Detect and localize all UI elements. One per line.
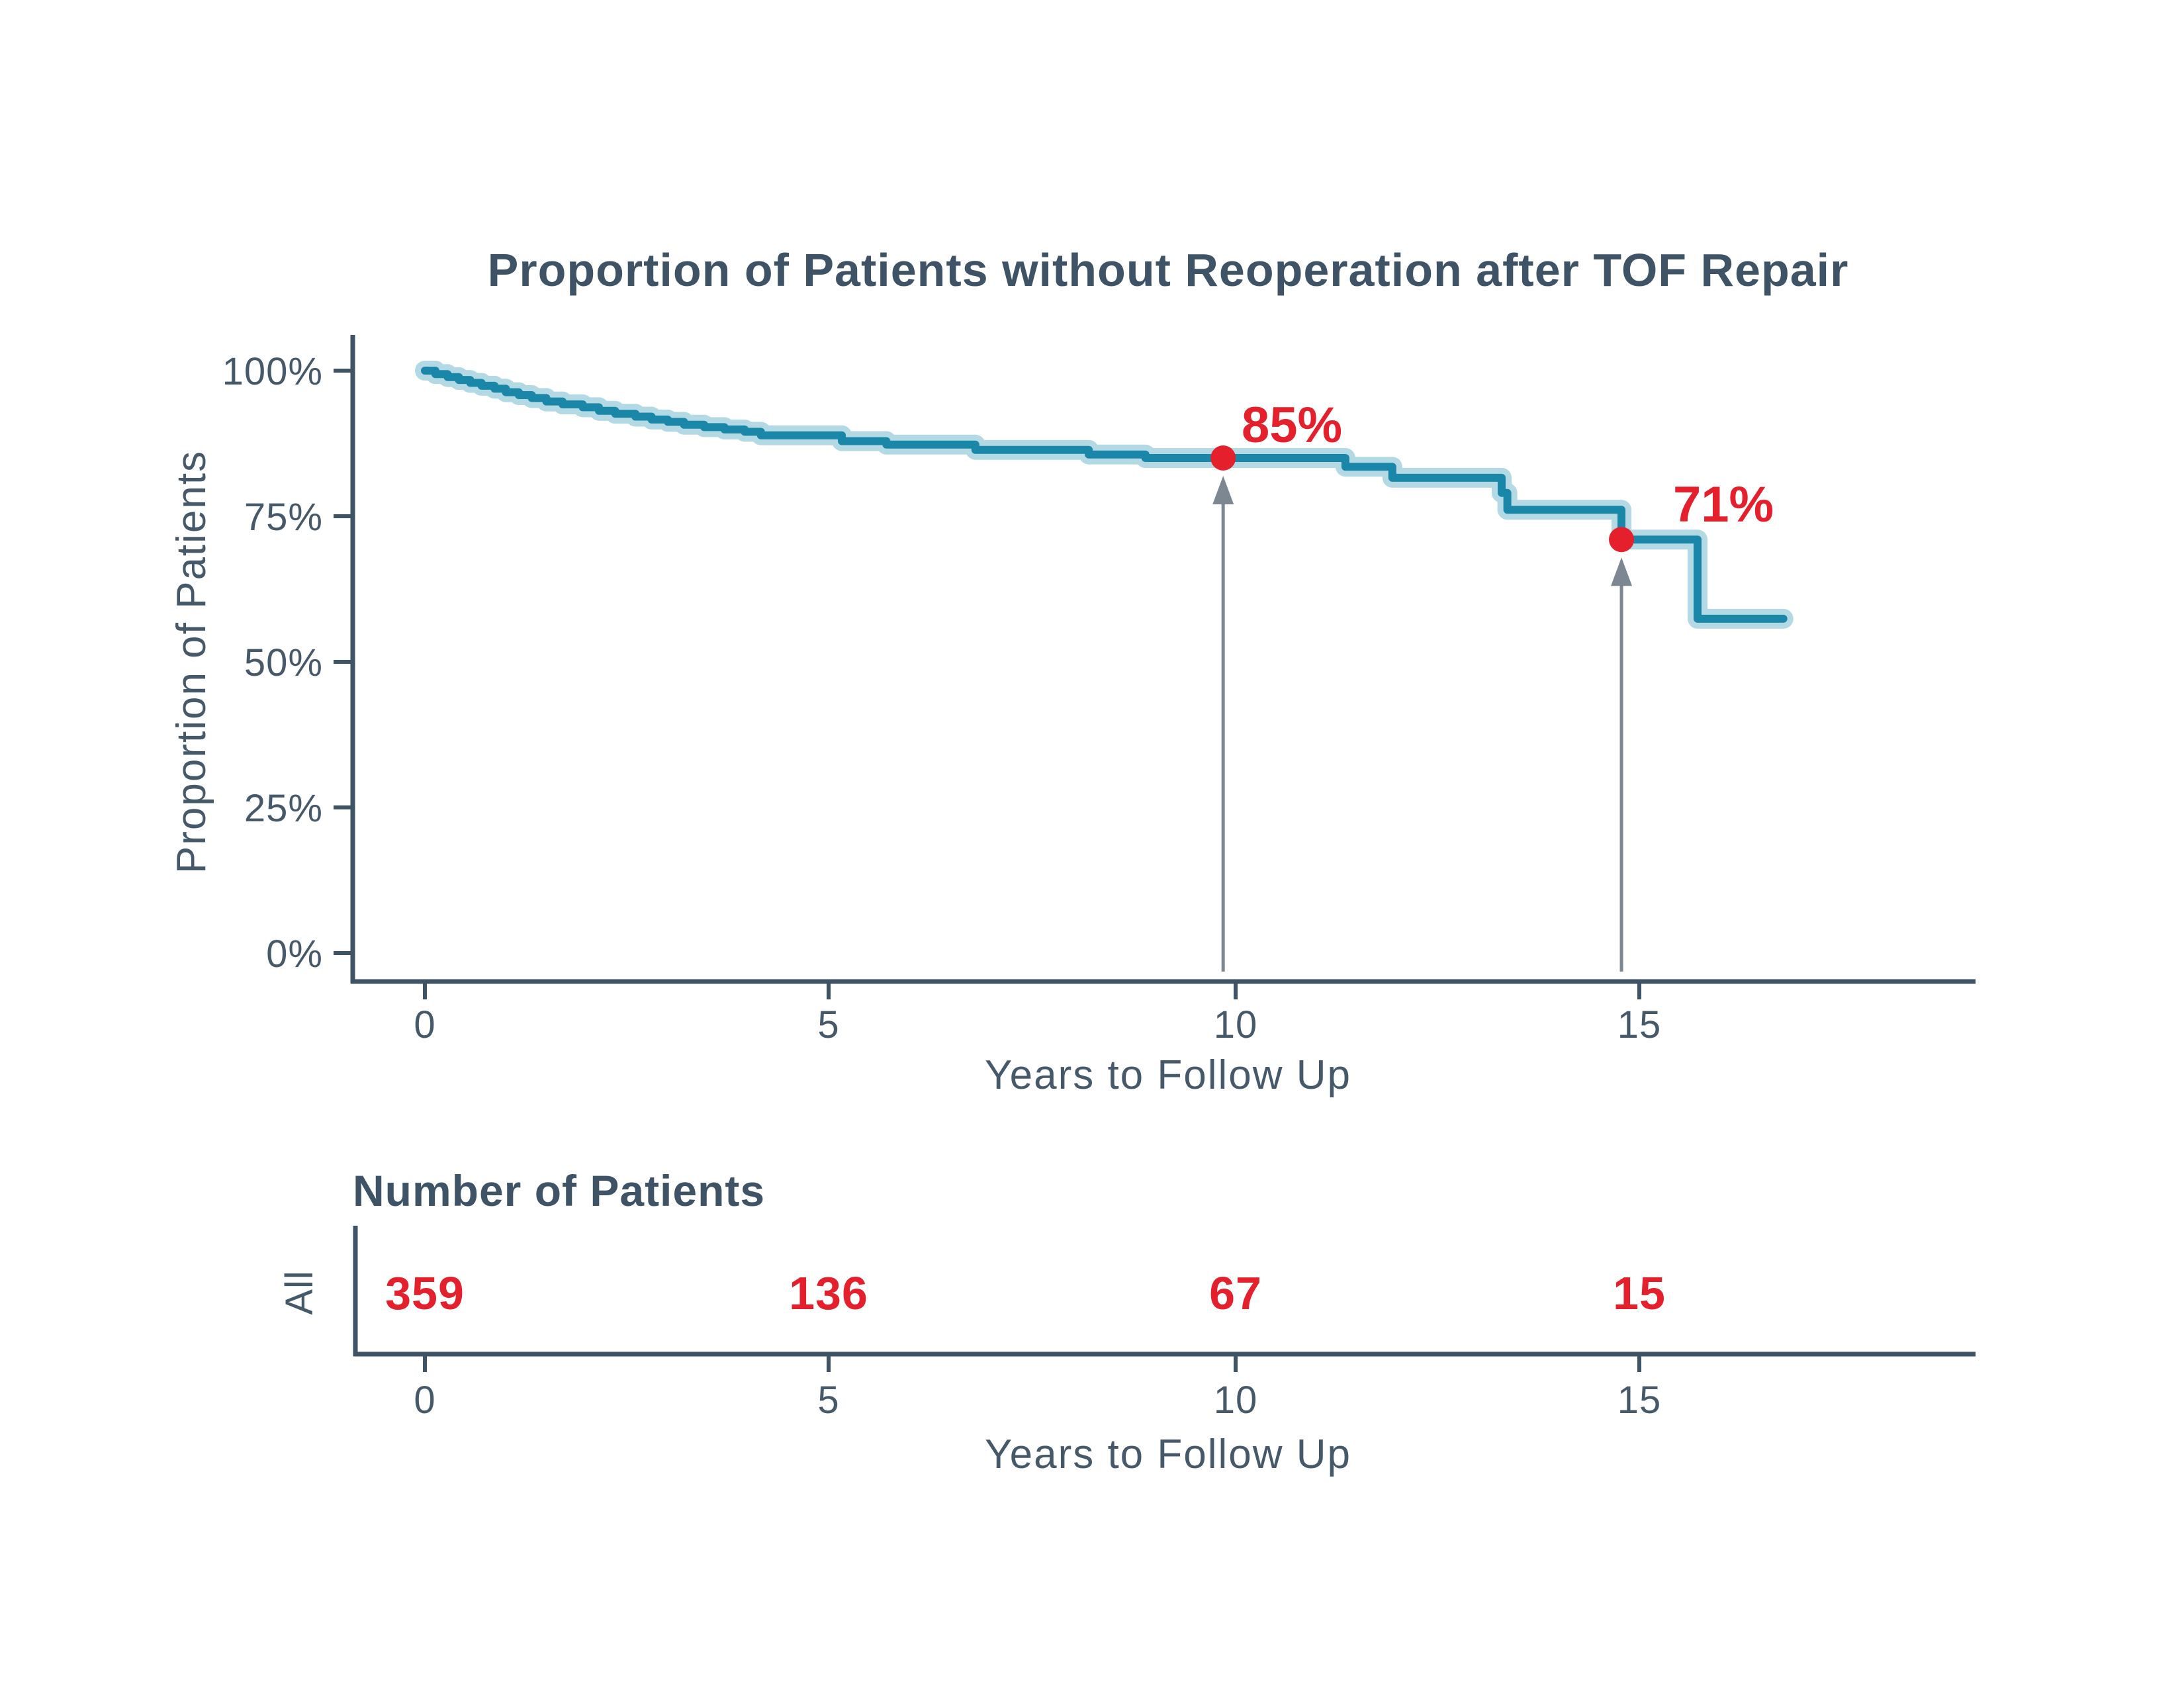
y-axis: 100% 75% 50% 25% 0% <box>222 335 355 983</box>
annotation-dot-71 <box>1609 527 1635 553</box>
risk-x-tick-label-5: 5 <box>817 1379 839 1422</box>
y-tick-label-25: 25% <box>244 787 323 830</box>
risk-counts-row: 359 136 67 15 <box>385 1267 1666 1319</box>
risk-x-tick-label-15: 15 <box>1617 1379 1662 1422</box>
x-axis-label: Years to Follow Up <box>985 1052 1351 1098</box>
x-tick-label-0: 0 <box>414 1003 435 1046</box>
x-tick-label-10: 10 <box>1214 1003 1258 1046</box>
survival-step-curve <box>421 367 1788 623</box>
risk-x-axis-labels: 0 5 10 15 Years to Follow Up <box>414 1379 1661 1477</box>
risk-count-15y: 15 <box>1613 1267 1666 1319</box>
x-tick-label-5: 5 <box>817 1003 839 1046</box>
risk-table-title: Number of Patients <box>353 1166 765 1215</box>
x-tick-label-15: 15 <box>1617 1003 1662 1046</box>
chart-title: Proportion of Patients without Reoperati… <box>488 244 1849 296</box>
risk-count-10y: 67 <box>1209 1267 1262 1319</box>
confidence-band <box>415 361 1794 629</box>
y-tick-label-0: 0% <box>266 933 323 976</box>
y-tick-label-50: 50% <box>244 641 323 684</box>
risk-table-axes <box>353 1226 1976 1372</box>
annotation-arrow-15y <box>1611 557 1633 972</box>
y-tick-label-75: 75% <box>244 496 323 539</box>
annotation-label-85: 85% <box>1242 397 1342 453</box>
annotation-arrow-10y <box>1212 476 1234 972</box>
arrow-head-10y <box>1212 476 1234 504</box>
annotation-dot-85 <box>1210 445 1236 471</box>
risk-x-axis-label: Years to Follow Up <box>985 1432 1351 1477</box>
risk-group-label: All <box>278 1270 321 1314</box>
y-tick-label-100: 100% <box>222 350 323 393</box>
x-axis: 0 5 10 15 Years to Follow Up <box>351 979 1976 1098</box>
risk-x-tick-label-0: 0 <box>414 1379 435 1422</box>
annotation-label-71: 71% <box>1673 477 1774 533</box>
y-axis-label: Proportion of Patients <box>169 450 214 874</box>
risk-count-5y: 136 <box>789 1267 868 1319</box>
risk-count-0y: 359 <box>385 1267 465 1319</box>
arrow-head-15y <box>1611 557 1633 586</box>
risk-x-tick-label-10: 10 <box>1214 1379 1258 1422</box>
